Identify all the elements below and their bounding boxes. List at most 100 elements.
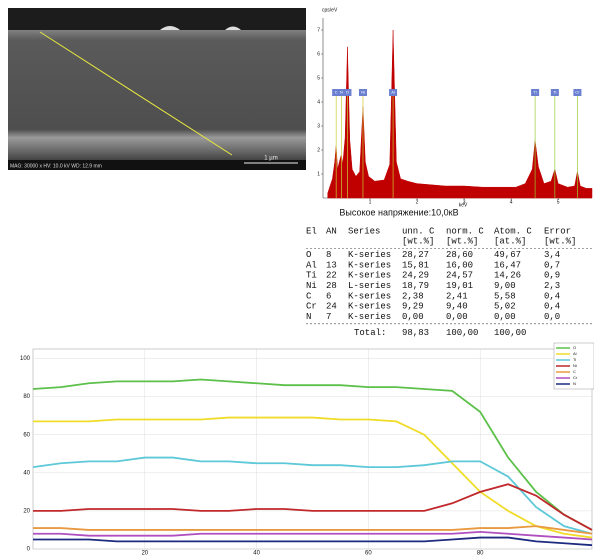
table-cell: 15,81 bbox=[402, 260, 429, 270]
table-cell: 28,60 bbox=[446, 250, 473, 260]
legend-label: N bbox=[573, 381, 576, 386]
table-cell: 3,4 bbox=[544, 250, 560, 260]
table-cell: K-series bbox=[348, 271, 391, 281]
table-cell: 28,27 bbox=[402, 250, 429, 260]
table-unit: [wt.%] bbox=[402, 237, 434, 247]
series-line bbox=[33, 526, 592, 534]
table-cell: 5,02 bbox=[494, 302, 516, 312]
x-tick-label: 40 bbox=[253, 551, 260, 555]
table-cell: 9,40 bbox=[446, 302, 468, 312]
legend-label: O bbox=[573, 345, 576, 350]
table-header: unn. C bbox=[402, 226, 435, 236]
legend-label: Ti bbox=[573, 357, 576, 362]
y-tick-label: 100 bbox=[20, 356, 31, 362]
table-cell: 22 bbox=[326, 271, 337, 281]
table-cell: 7 bbox=[326, 312, 331, 322]
table-cell: Ti bbox=[306, 271, 317, 281]
legend-label: Al bbox=[573, 351, 577, 356]
table-cell: 9,00 bbox=[494, 281, 516, 291]
table-cell: 2,38 bbox=[402, 291, 424, 301]
table-header: norm. C bbox=[446, 226, 484, 236]
y-tick-label: 0 bbox=[27, 547, 31, 553]
table-header: AN bbox=[326, 226, 337, 236]
table-cell: 6 bbox=[326, 291, 331, 301]
y-tick-label: 7 bbox=[317, 27, 320, 33]
table-cell: C bbox=[306, 291, 312, 301]
table-unit: [at.%] bbox=[494, 237, 526, 247]
peak-label: C bbox=[335, 90, 338, 95]
table-cell: 0,0 bbox=[544, 312, 560, 322]
peak-label: Al bbox=[391, 90, 395, 95]
table-cell: 8 bbox=[326, 250, 331, 260]
y-tick-label: 6 bbox=[317, 51, 320, 57]
x-tick-label: 60 bbox=[365, 551, 372, 555]
table-cell: K-series bbox=[348, 312, 391, 322]
series-line bbox=[33, 458, 592, 534]
table-cell: 18,79 bbox=[402, 281, 429, 291]
table-header: El bbox=[306, 226, 317, 236]
table-cell: Al bbox=[306, 260, 317, 270]
x-tick-label: 4 bbox=[510, 199, 513, 205]
table-cell: 24,57 bbox=[446, 271, 473, 281]
y-tick-label: 60 bbox=[23, 432, 30, 438]
table-cell: K-series bbox=[348, 260, 391, 270]
y-tick-label: 40 bbox=[23, 470, 30, 476]
peak-label: Ti bbox=[534, 90, 537, 95]
table-cell: 24 bbox=[326, 302, 337, 312]
table-cell: 19,01 bbox=[446, 281, 473, 291]
table-cell: N bbox=[306, 312, 311, 322]
table-total-label: Total: bbox=[354, 328, 386, 338]
table-cell: 0,7 bbox=[544, 260, 560, 270]
table-header: Series bbox=[348, 226, 380, 236]
table-cell: 9,29 bbox=[402, 302, 424, 312]
series-line bbox=[33, 379, 592, 529]
scale-label: 1 µm bbox=[264, 156, 277, 162]
table-total: 98,83 bbox=[402, 328, 429, 338]
table-cell: L-series bbox=[348, 281, 391, 291]
x-tick-label: 3 bbox=[463, 199, 466, 205]
table-cell: 14,26 bbox=[494, 271, 521, 281]
table-cell: K-series bbox=[348, 302, 391, 312]
sem-photo bbox=[8, 8, 306, 170]
table-cell: 0,4 bbox=[544, 302, 560, 312]
sem-caption: MAG: 30000 x HV: 10.0 kV WD: 12.9 mm bbox=[10, 163, 102, 169]
table-unit: [wt.%] bbox=[544, 237, 576, 247]
table-cell: 0,00 bbox=[402, 312, 424, 322]
table-cell: 24,29 bbox=[402, 271, 429, 281]
x-tick-label: 20 bbox=[141, 551, 148, 555]
table-cell: Ni bbox=[306, 281, 317, 291]
table-cell: 0,9 bbox=[544, 271, 560, 281]
table-unit: [wt.%] bbox=[446, 237, 478, 247]
table-cell: 16,47 bbox=[494, 260, 521, 270]
sem-image: MAG: 30000 x HV: 10.0 kV WD: 12.9 mm 1 µ… bbox=[8, 8, 306, 170]
table-cell: K-series bbox=[348, 250, 391, 260]
series-line bbox=[33, 484, 592, 530]
spectrum-y-label: cps/eV bbox=[322, 7, 338, 13]
table-cell: 2,41 bbox=[446, 291, 468, 301]
x-tick-label: 1 bbox=[369, 199, 372, 205]
y-tick-label: 2 bbox=[317, 147, 320, 153]
x-tick-label: 5 bbox=[557, 199, 560, 205]
peak-label: Ti bbox=[553, 90, 556, 95]
table-header: Atom. C bbox=[494, 226, 532, 236]
table-total: 100,00 bbox=[494, 328, 526, 338]
y-tick-label: 3 bbox=[317, 123, 320, 129]
table-cell: 0,4 bbox=[544, 291, 560, 301]
table-header: Error bbox=[544, 226, 571, 236]
y-tick-label: 5 bbox=[317, 75, 320, 81]
legend-label: Ni bbox=[573, 363, 577, 368]
spectrum-area bbox=[328, 30, 592, 198]
table-cell: 13 bbox=[326, 260, 337, 270]
x-tick-label: 2 bbox=[416, 199, 419, 205]
y-tick-label: 20 bbox=[23, 508, 30, 514]
table-cell: 16,00 bbox=[446, 260, 473, 270]
table-cell: 2,3 bbox=[544, 281, 560, 291]
peak-label: N bbox=[340, 90, 343, 95]
series-line bbox=[33, 538, 592, 546]
figure: MAG: 30000 x HV: 10.0 kV WD: 12.9 mm 1 µ… bbox=[0, 0, 594, 555]
sem-top bbox=[8, 8, 306, 30]
y-tick-label: 80 bbox=[23, 394, 30, 400]
y-tick-label: 4 bbox=[317, 99, 320, 105]
table-cell: 0,00 bbox=[494, 312, 516, 322]
